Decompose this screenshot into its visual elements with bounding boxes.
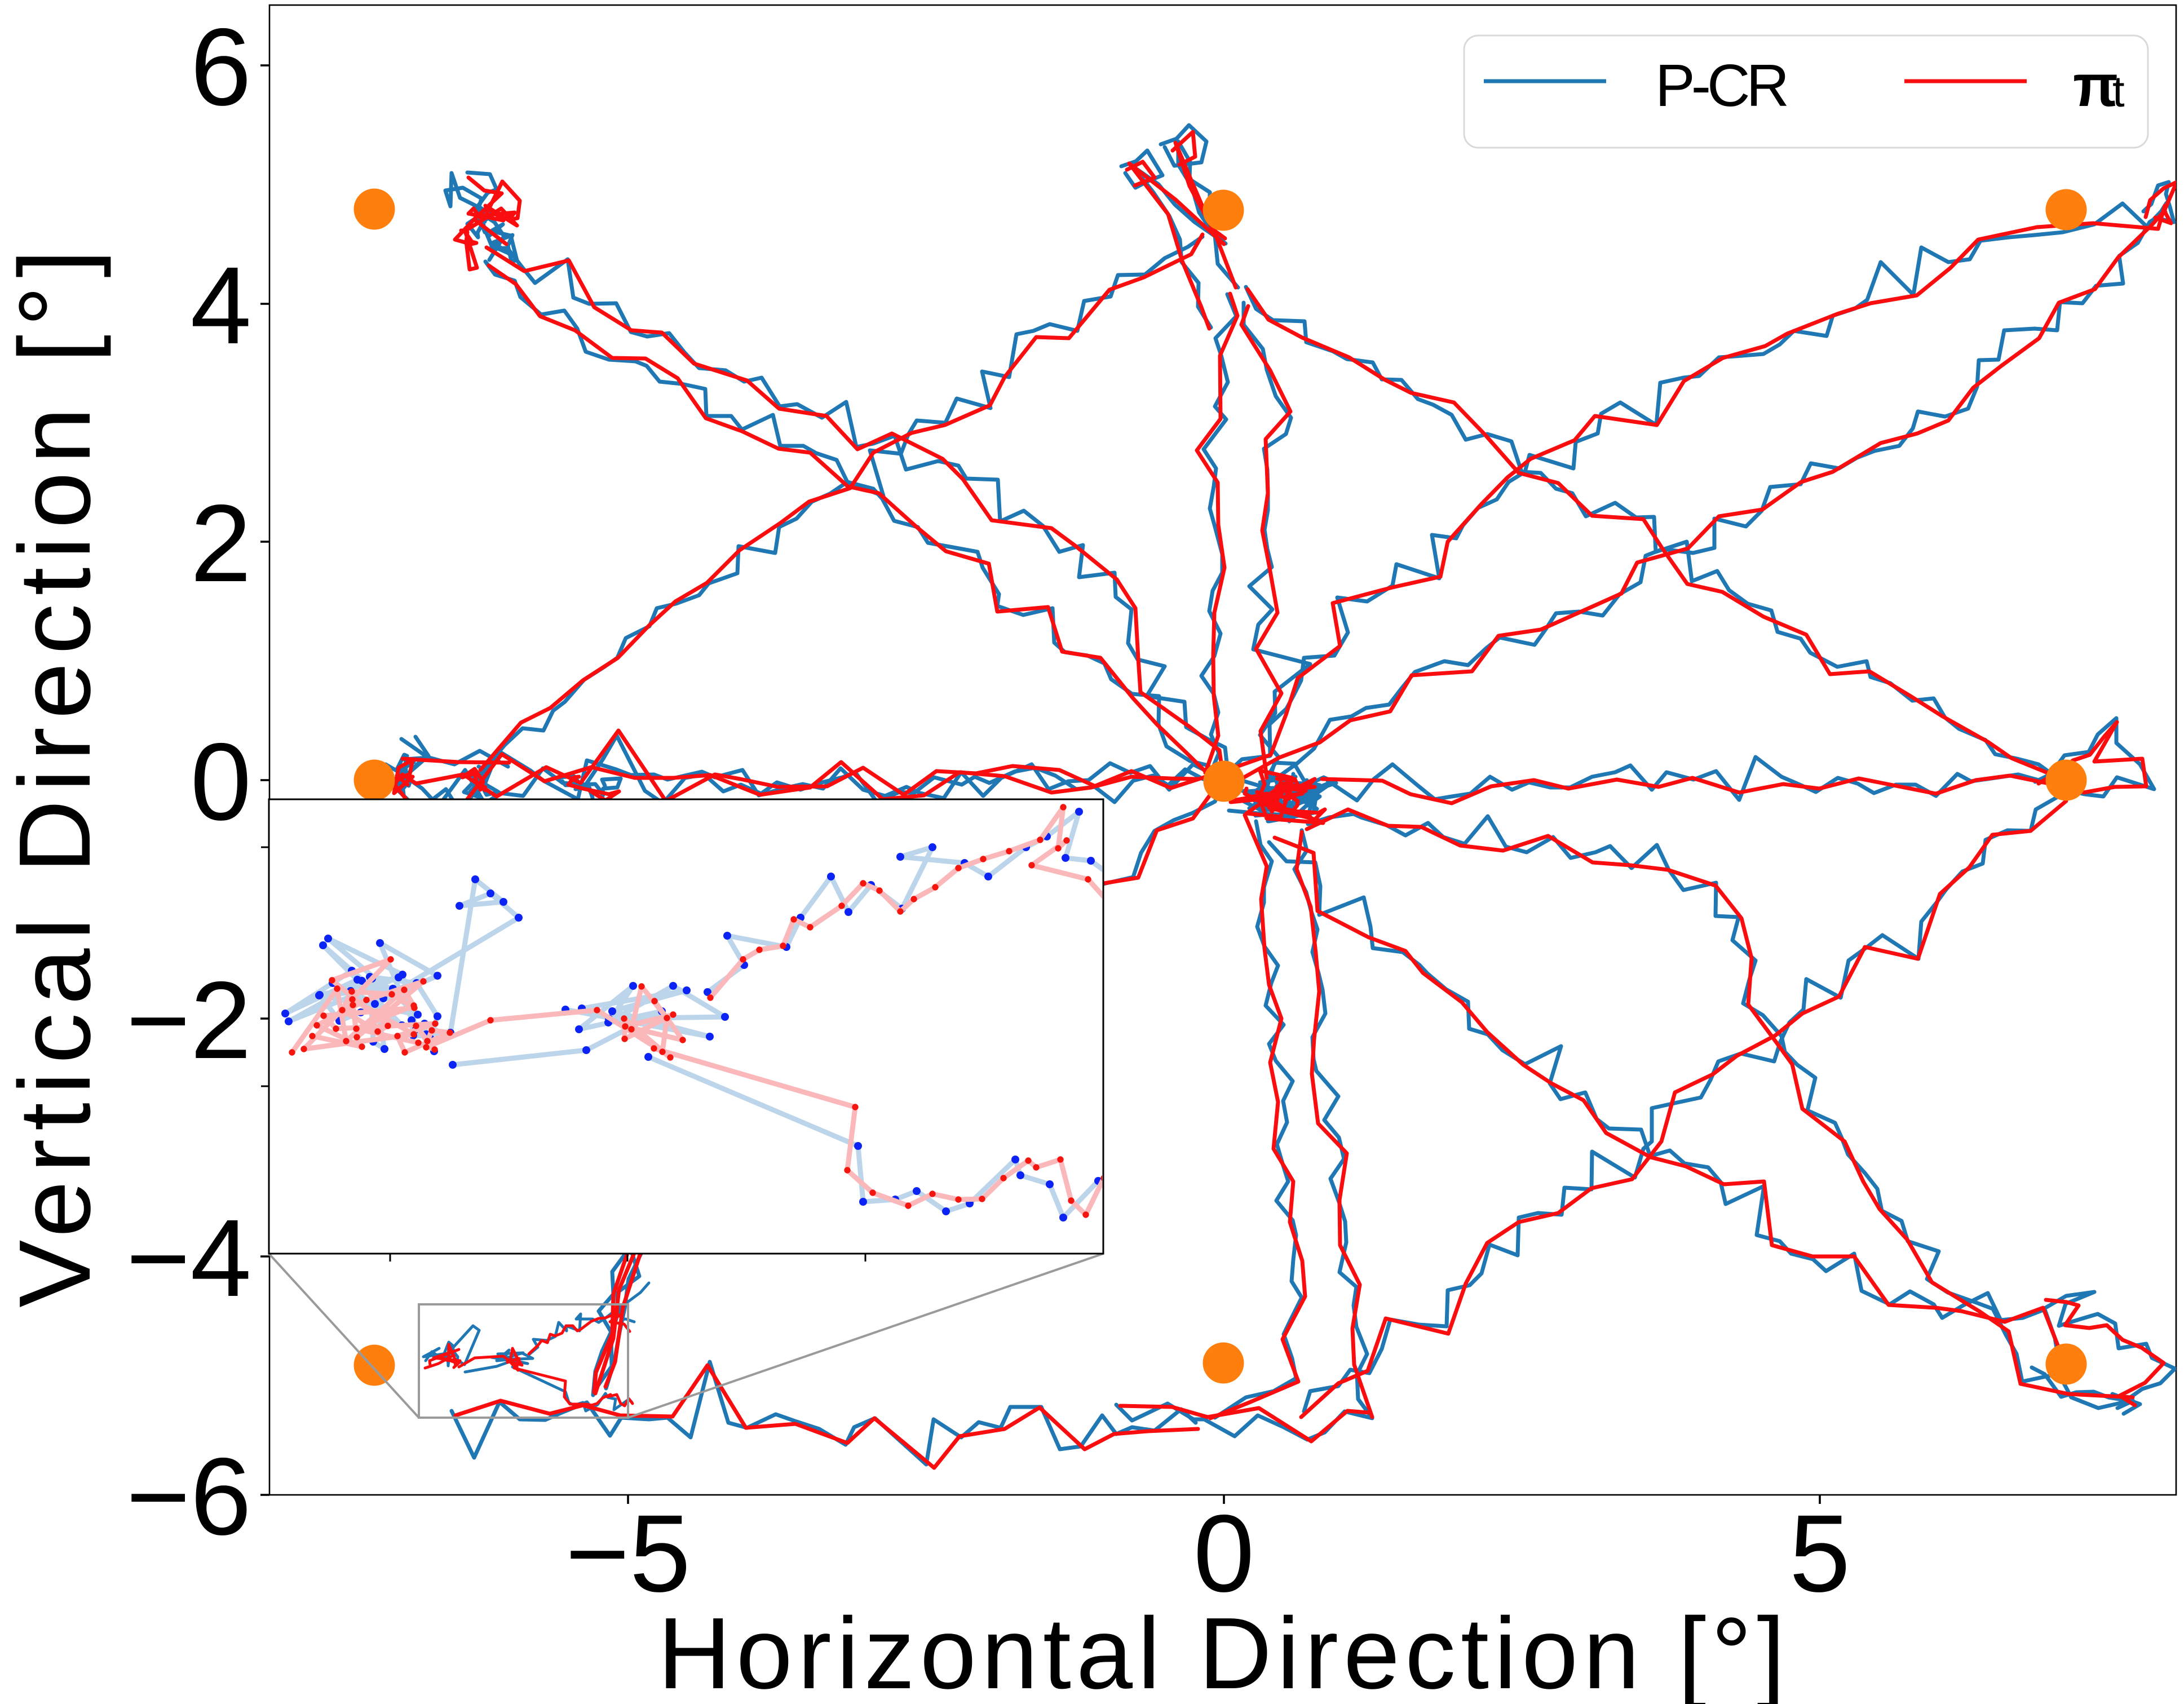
svg-text:0: 0 bbox=[191, 720, 251, 843]
svg-text:−2: −2 bbox=[126, 959, 251, 1082]
svg-text:−5: −5 bbox=[565, 1492, 691, 1615]
svg-text:t: t bbox=[2112, 67, 2125, 116]
svg-text:−4: −4 bbox=[126, 1197, 251, 1320]
svg-text:5: 5 bbox=[1789, 1492, 1850, 1615]
svg-text:2: 2 bbox=[191, 482, 251, 605]
svg-text:π: π bbox=[2073, 53, 2118, 119]
svg-text:6: 6 bbox=[191, 6, 251, 129]
svg-text:P-CR: P-CR bbox=[1655, 52, 1787, 119]
svg-text:−6: −6 bbox=[126, 1435, 251, 1558]
svg-text:4: 4 bbox=[191, 244, 251, 367]
svg-text:Horizontal Direction [°]: Horizontal Direction [°] bbox=[658, 1597, 1790, 1704]
svg-text:0: 0 bbox=[1193, 1492, 1254, 1615]
svg-text:Vertical Direction [°]: Vertical Direction [°] bbox=[0, 241, 112, 1308]
